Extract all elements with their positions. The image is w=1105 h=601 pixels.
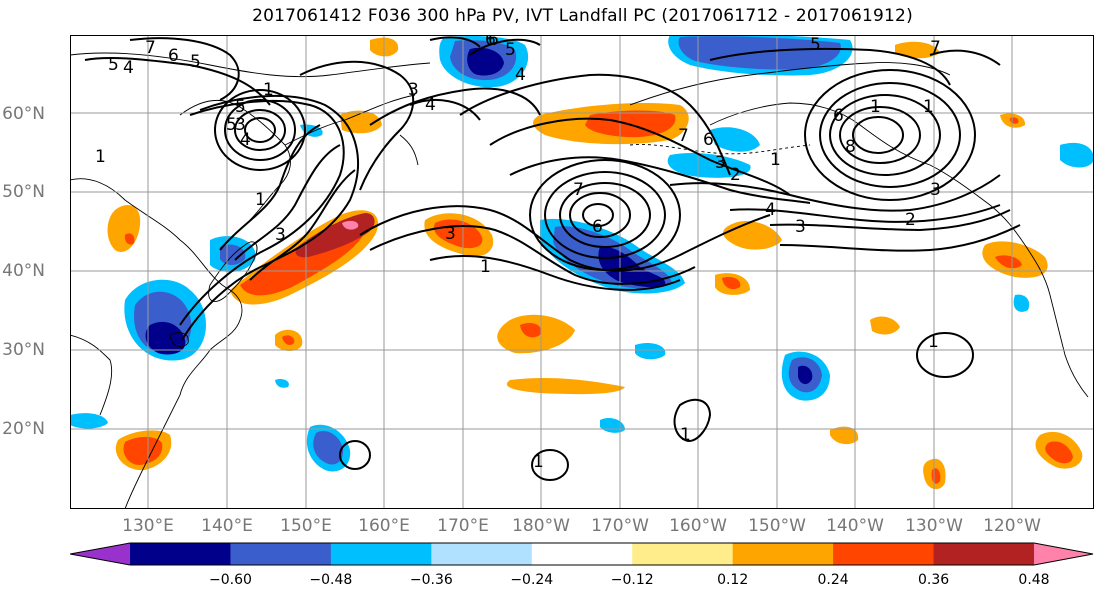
contour-label: 5 xyxy=(108,55,119,75)
contour-label: 1 xyxy=(680,425,691,445)
contour-label: 4 xyxy=(425,95,436,115)
contour-label: 3 xyxy=(445,224,456,244)
colorbar-tick-label: 0.48 xyxy=(1018,572,1050,588)
contour-label: 4 xyxy=(765,200,776,220)
contour-label: 7 xyxy=(678,126,689,146)
contour-label: 6 xyxy=(703,130,714,150)
lat-label-30n: 30°N xyxy=(2,340,45,360)
lon-label: 170°E xyxy=(437,516,489,536)
contour-label: 1 xyxy=(923,97,934,117)
colorbar-tick-label: −0.24 xyxy=(510,572,554,588)
colorbar-tick-label: 0.24 xyxy=(817,572,849,588)
colorbar-segment xyxy=(330,543,432,565)
contour-label: 5 xyxy=(226,115,237,135)
lon-label: 140°W xyxy=(826,516,884,536)
colorbar-outline xyxy=(70,542,1094,566)
contour-label: 1 xyxy=(263,80,274,100)
colorbar-tick-label: 0.12 xyxy=(717,572,749,588)
contour-label: 1 xyxy=(95,147,106,167)
colorbar-segment xyxy=(933,543,1035,565)
colorbar-segment xyxy=(130,543,231,565)
map-frame xyxy=(70,35,1094,509)
colorbar-segment xyxy=(230,543,332,565)
plot-title: 2017061412 F036 300 hPa PV, IVT Landfall… xyxy=(252,6,913,26)
contour-label: 4 xyxy=(123,58,134,78)
colorbar-segment xyxy=(833,543,935,565)
lon-label: 150°W xyxy=(748,516,806,536)
contour-label: 6 xyxy=(485,35,496,50)
contour-label: 5 xyxy=(810,35,821,55)
contour-label: 6 xyxy=(168,46,179,66)
contour-label: 2 xyxy=(730,165,741,185)
colorbar-tick-label: −0.60 xyxy=(208,572,252,588)
contour-label: 5 xyxy=(190,52,201,72)
colorbar-segment xyxy=(431,543,533,565)
contour-label: 8 xyxy=(845,137,856,157)
colorbar-tick-label: 0.36 xyxy=(917,572,950,588)
contour-label: 7 xyxy=(145,38,156,58)
pv-contours xyxy=(84,36,1021,481)
contour-label: 3 xyxy=(715,153,726,173)
contour-label: 5 xyxy=(235,97,246,117)
lon-label: 140°E xyxy=(201,516,253,536)
contour-label: 3 xyxy=(930,180,941,200)
colorbar-tick-label: −0.12 xyxy=(610,572,654,588)
lon-label: 160°E xyxy=(358,516,410,536)
lon-label: 150°E xyxy=(280,516,332,536)
contour-label: 1 xyxy=(928,332,939,352)
contour-label: 4 xyxy=(515,65,526,85)
lon-label: 130°E xyxy=(122,516,174,536)
contour-label: 6 xyxy=(488,35,499,50)
colorbar-segment xyxy=(732,543,834,565)
contour-label: 6 xyxy=(833,106,844,126)
colorbar-segment xyxy=(632,543,734,565)
contour-label: 3 xyxy=(795,217,806,237)
lat-label-50n: 50°N xyxy=(2,182,45,202)
contour-label: 5 xyxy=(505,40,516,60)
lon-label: 160°W xyxy=(669,516,727,536)
lon-label: 180°W xyxy=(512,516,570,536)
colorbar-tick-label: −0.36 xyxy=(409,572,453,588)
colorbar-extend-low xyxy=(70,543,130,565)
graticule xyxy=(70,35,1094,509)
contour-label: 1 xyxy=(870,97,881,117)
coastlines xyxy=(70,52,1089,509)
lat-label-60n: 60°N xyxy=(2,104,45,124)
contour-label: 3 xyxy=(275,225,286,245)
contour-label: 1 xyxy=(480,257,491,277)
contour-label: 7 xyxy=(573,180,584,200)
contour-label: 1 xyxy=(770,150,781,170)
colorbar-extend-high xyxy=(1034,543,1093,565)
contour-labels: 7 5 4 6 5 1 5 3 1 4 1 3 5 4 6 3 6 4 1 7 … xyxy=(95,35,941,472)
contour-label: 1 xyxy=(255,190,266,210)
lon-label: 120°W xyxy=(983,516,1041,536)
contour-label: 2 xyxy=(905,210,916,230)
contour-label: 1 xyxy=(533,452,544,472)
lat-label-20n: 20°N xyxy=(2,419,45,439)
lon-label: 130°W xyxy=(905,516,963,536)
contour-label: 3 xyxy=(235,115,246,135)
colorbar-tick-label: −0.48 xyxy=(309,572,353,588)
contour-label: 6 xyxy=(592,217,603,237)
colorbar-segment xyxy=(531,543,633,565)
contour-label: 7 xyxy=(930,38,941,58)
lat-label-40n: 40°N xyxy=(2,261,45,281)
contour-label: 3 xyxy=(408,80,419,100)
lon-label: 170°W xyxy=(591,516,649,536)
map-panel: 7 5 4 6 5 1 5 3 1 4 1 3 5 4 6 3 6 4 1 7 … xyxy=(70,35,1094,509)
colorbar xyxy=(70,542,1094,566)
contour-label: 4 xyxy=(240,130,251,150)
